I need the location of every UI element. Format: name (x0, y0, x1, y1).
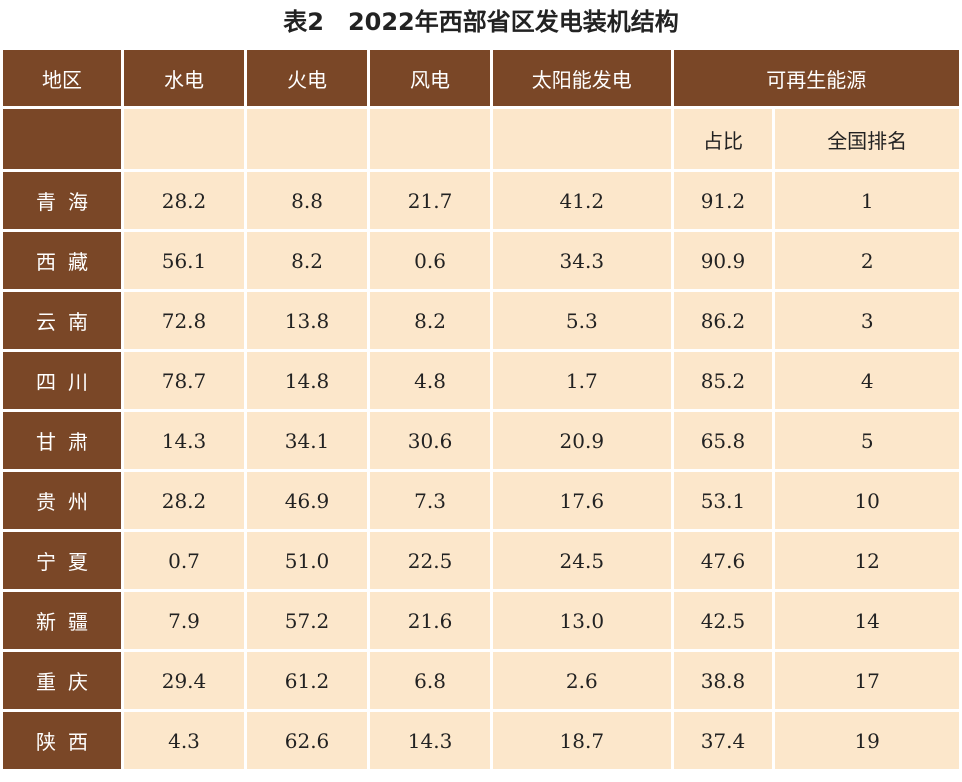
value-cell: 21.7 (370, 172, 491, 229)
value-cell: 38.8 (673, 652, 773, 709)
value-cell: 0.6 (370, 232, 491, 289)
value-cell: 14.8 (247, 352, 368, 409)
empty-cell (3, 109, 121, 169)
value-cell: 8.8 (247, 172, 368, 229)
value-cell: 13.0 (493, 592, 671, 649)
value-cell: 72.8 (124, 292, 245, 349)
table-title: 表2 2022年西部省区发电装机结构 (283, 8, 679, 36)
value-cell: 13.8 (247, 292, 368, 349)
region-cell: 云南 (3, 292, 121, 349)
header-row: 地区 水电 火电 风电 太阳能发电 可再生能源 (3, 50, 959, 106)
value-cell: 19 (775, 712, 959, 769)
value-cell: 4.8 (370, 352, 491, 409)
subheader-cell: 占比 (673, 109, 773, 169)
data-row: 云南 72.8 13.8 8.2 5.3 86.2 3 (3, 292, 959, 349)
header-cell: 水电 (124, 50, 245, 106)
empty-cell (247, 109, 368, 169)
region-cell: 甘肃 (3, 412, 121, 469)
value-cell: 6.8 (370, 652, 491, 709)
header-cell: 火电 (247, 50, 368, 106)
value-cell: 37.4 (673, 712, 773, 769)
value-cell: 7.9 (124, 592, 245, 649)
value-cell: 8.2 (247, 232, 368, 289)
value-cell: 24.5 (493, 532, 671, 589)
value-cell: 1.7 (493, 352, 671, 409)
value-cell: 14 (775, 592, 959, 649)
value-cell: 12 (775, 532, 959, 589)
header-cell: 风电 (370, 50, 491, 106)
value-cell: 34.3 (493, 232, 671, 289)
region-cell: 宁夏 (3, 532, 121, 589)
value-cell: 2.6 (493, 652, 671, 709)
data-row: 四川 78.7 14.8 4.8 1.7 85.2 4 (3, 352, 959, 409)
value-cell: 78.7 (124, 352, 245, 409)
value-cell: 18.7 (493, 712, 671, 769)
data-row: 甘肃 14.3 34.1 30.6 20.9 65.8 5 (3, 412, 959, 469)
data-row: 西藏 56.1 8.2 0.6 34.3 90.9 2 (3, 232, 959, 289)
region-cell: 陕西 (3, 712, 121, 769)
subheader-cell: 全国排名 (775, 109, 959, 169)
value-cell: 4 (775, 352, 959, 409)
region-cell: 贵州 (3, 472, 121, 529)
header-cell: 地区 (3, 50, 121, 106)
empty-cell (493, 109, 671, 169)
value-cell: 7.3 (370, 472, 491, 529)
region-cell: 青海 (3, 172, 121, 229)
value-cell: 57.2 (247, 592, 368, 649)
data-row: 新疆 7.9 57.2 21.6 13.0 42.5 14 (3, 592, 959, 649)
value-cell: 2 (775, 232, 959, 289)
value-cell: 28.2 (124, 472, 245, 529)
region-cell: 四川 (3, 352, 121, 409)
value-cell: 17 (775, 652, 959, 709)
value-cell: 8.2 (370, 292, 491, 349)
value-cell: 28.2 (124, 172, 245, 229)
value-cell: 42.5 (673, 592, 773, 649)
data-row: 陕西 4.3 62.6 14.3 18.7 37.4 19 (3, 712, 959, 769)
value-cell: 21.6 (370, 592, 491, 649)
value-cell: 20.9 (493, 412, 671, 469)
value-cell: 51.0 (247, 532, 368, 589)
region-cell: 新疆 (3, 592, 121, 649)
header-cell: 太阳能发电 (493, 50, 671, 106)
value-cell: 65.8 (673, 412, 773, 469)
value-cell: 62.6 (247, 712, 368, 769)
value-cell: 17.6 (493, 472, 671, 529)
data-row: 宁夏 0.7 51.0 22.5 24.5 47.6 12 (3, 532, 959, 589)
value-cell: 1 (775, 172, 959, 229)
value-cell: 41.2 (493, 172, 671, 229)
value-cell: 10 (775, 472, 959, 529)
value-cell: 3 (775, 292, 959, 349)
value-cell: 86.2 (673, 292, 773, 349)
data-row: 贵州 28.2 46.9 7.3 17.6 53.1 10 (3, 472, 959, 529)
value-cell: 91.2 (673, 172, 773, 229)
value-cell: 14.3 (124, 412, 245, 469)
value-cell: 22.5 (370, 532, 491, 589)
value-cell: 30.6 (370, 412, 491, 469)
value-cell: 47.6 (673, 532, 773, 589)
value-cell: 5 (775, 412, 959, 469)
empty-cell (370, 109, 491, 169)
region-cell: 西藏 (3, 232, 121, 289)
data-row: 重庆 29.4 61.2 6.8 2.6 38.8 17 (3, 652, 959, 709)
table: 地区 水电 火电 风电 太阳能发电 可再生能源 占比 全国排名 青海 28.2 8.8 21.7 41.… (0, 47, 962, 772)
value-cell: 0.7 (124, 532, 245, 589)
value-cell: 90.9 (673, 232, 773, 289)
value-cell: 34.1 (247, 412, 368, 469)
value-cell: 53.1 (673, 472, 773, 529)
header-cell: 可再生能源 (673, 50, 959, 106)
data-row: 青海 28.2 8.8 21.7 41.2 91.2 1 (3, 172, 959, 229)
value-cell: 56.1 (124, 232, 245, 289)
value-cell: 46.9 (247, 472, 368, 529)
region-cell: 重庆 (3, 652, 121, 709)
subheader-row: 占比 全国排名 (3, 109, 959, 169)
empty-cell (124, 109, 245, 169)
value-cell: 4.3 (124, 712, 245, 769)
value-cell: 5.3 (493, 292, 671, 349)
table-body: 地区 水电 火电 风电 太阳能发电 可再生能源 占比 全国排名 青海 28.2 8.8 21.7 41.… (3, 50, 959, 769)
value-cell: 14.3 (370, 712, 491, 769)
value-cell: 61.2 (247, 652, 368, 709)
value-cell: 29.4 (124, 652, 245, 709)
value-cell: 85.2 (673, 352, 773, 409)
